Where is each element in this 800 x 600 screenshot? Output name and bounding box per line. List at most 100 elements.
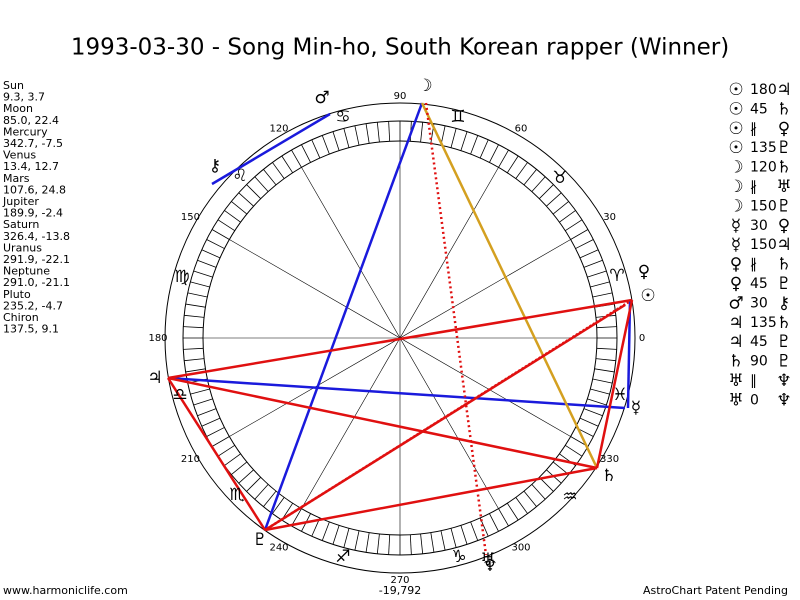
planet-name: Uranus bbox=[3, 241, 42, 254]
aspect-planet: ♄ bbox=[776, 313, 791, 333]
ring-tick bbox=[440, 530, 446, 551]
planet-position: 85.0, 22.4 bbox=[3, 114, 59, 127]
aspect-planet: ☉ bbox=[728, 138, 743, 158]
ring-tick bbox=[489, 513, 499, 532]
aspect-angle: ∥ bbox=[750, 373, 757, 389]
aspect-angle: 45 bbox=[750, 334, 768, 350]
degree-label: 330 bbox=[600, 454, 619, 465]
ring-tick bbox=[211, 229, 230, 240]
planet-glyph: ☉ bbox=[640, 286, 655, 306]
degree-label: 270 bbox=[390, 575, 409, 586]
ring-tick bbox=[217, 219, 235, 232]
degree-label: 240 bbox=[269, 543, 288, 554]
ring-tick bbox=[388, 534, 391, 555]
planet-glyphs: ☉ ♀ ☽ ♂ ⚷ ♃ ♇ ♆♅ ♄ ☿ bbox=[147, 76, 655, 576]
ring-tick bbox=[206, 427, 225, 437]
ring-tick bbox=[201, 249, 221, 259]
aspect-planet: ☿ bbox=[731, 235, 741, 255]
planet-position: 107.6, 24.8 bbox=[3, 183, 66, 196]
ring-tick bbox=[376, 533, 380, 554]
ring-tick bbox=[354, 530, 360, 551]
aspect-planet: ♄ bbox=[728, 352, 743, 372]
ring-tick bbox=[190, 388, 210, 395]
aspect-line bbox=[626, 299, 632, 409]
degree-label: 60 bbox=[515, 123, 528, 134]
aspect-planet: ♅ bbox=[776, 177, 791, 197]
planet-name: Venus bbox=[3, 149, 36, 162]
ring-tick bbox=[365, 123, 370, 144]
ring-tick bbox=[184, 358, 205, 362]
ring-tick bbox=[281, 155, 294, 173]
planet-glyph: ♆ bbox=[482, 556, 497, 576]
aspect-planet: ♃ bbox=[728, 332, 743, 352]
sign-glyph: ♎ bbox=[172, 385, 187, 405]
aspect-planet: ♆ bbox=[776, 390, 791, 410]
aspect-planet: ☉ bbox=[728, 99, 743, 119]
aspect-planet: ♀ bbox=[730, 255, 742, 275]
ring-tick bbox=[254, 484, 269, 500]
aspect-angle: 120 bbox=[750, 160, 777, 176]
outer-circle bbox=[164, 102, 636, 574]
aspect-angle: 90 bbox=[750, 354, 768, 370]
ring-tick bbox=[506, 503, 519, 521]
ring-tick bbox=[388, 121, 391, 142]
ring-tick bbox=[450, 128, 457, 148]
planet-position: 291.0, -21.1 bbox=[3, 276, 70, 289]
aspect-planet: ♄ bbox=[776, 158, 791, 178]
aspect-angle: 30 bbox=[750, 218, 768, 234]
aspect-planet: ♇ bbox=[776, 138, 791, 158]
ring-tick bbox=[592, 378, 613, 384]
ring-tick bbox=[450, 528, 457, 548]
ring-tick bbox=[470, 135, 479, 155]
planet-position: 13.4, 12.7 bbox=[3, 160, 59, 173]
ring-tick bbox=[420, 122, 424, 143]
sign-glyph: ♒ bbox=[562, 487, 577, 507]
ring-tick bbox=[185, 303, 206, 308]
aspect-line bbox=[263, 102, 424, 531]
ring-tick bbox=[206, 239, 225, 249]
planet-glyph: ♃ bbox=[147, 368, 162, 388]
ring-tick bbox=[183, 347, 204, 350]
planet-name: Mercury bbox=[3, 125, 48, 138]
aspect-lines bbox=[166, 102, 634, 556]
aspect-planet: ♇ bbox=[776, 274, 791, 294]
aspect-angle: 135 bbox=[750, 315, 777, 331]
sign-glyph: ♋ bbox=[335, 107, 350, 127]
ring-tick bbox=[587, 398, 607, 406]
ring-tick bbox=[224, 210, 241, 223]
planet-position: 189.9, -2.4 bbox=[3, 207, 63, 220]
ring-tick bbox=[596, 326, 617, 329]
ring-tick bbox=[231, 201, 248, 215]
degree-labels: 0 30 60 90 120 150 180 210 240 270 300 330 bbox=[148, 91, 645, 586]
aspect-planet: ☽ bbox=[728, 196, 743, 216]
aspect-planet: ♃ bbox=[776, 235, 791, 255]
planet-glyph: ♀ bbox=[638, 262, 650, 282]
title: 1993-03-30 - Song Min-ho, South Korean r… bbox=[71, 35, 729, 61]
ring-tick bbox=[592, 292, 613, 298]
ring-tick bbox=[596, 347, 617, 350]
aspect-planet: ♅ bbox=[728, 371, 743, 391]
ring-tick bbox=[184, 314, 205, 318]
degree-label: 0 bbox=[639, 333, 645, 344]
ring-tick bbox=[291, 149, 302, 168]
planet-name: Moon bbox=[3, 102, 33, 115]
sign-glyph: ♍ bbox=[174, 267, 189, 287]
ring-tick bbox=[272, 497, 285, 514]
aspect-planet: ♃ bbox=[728, 313, 743, 333]
ring-tick bbox=[193, 398, 213, 406]
aspect-angle: ∦ bbox=[750, 257, 757, 273]
ring-tick bbox=[552, 461, 569, 475]
aspect-line bbox=[264, 298, 633, 532]
aspect-planet: ☉ bbox=[728, 80, 743, 100]
aspect-angle: 180 bbox=[750, 82, 777, 98]
ring-tick bbox=[570, 229, 589, 240]
ring-tick bbox=[523, 169, 537, 186]
ring-tick bbox=[460, 525, 468, 545]
aspect-angle: 45 bbox=[750, 276, 768, 292]
aspect-line bbox=[424, 102, 488, 556]
ring-tick bbox=[365, 532, 370, 553]
aspect-line bbox=[264, 466, 598, 532]
aspect-angle: 135 bbox=[750, 140, 777, 156]
ring-tick bbox=[590, 388, 610, 395]
